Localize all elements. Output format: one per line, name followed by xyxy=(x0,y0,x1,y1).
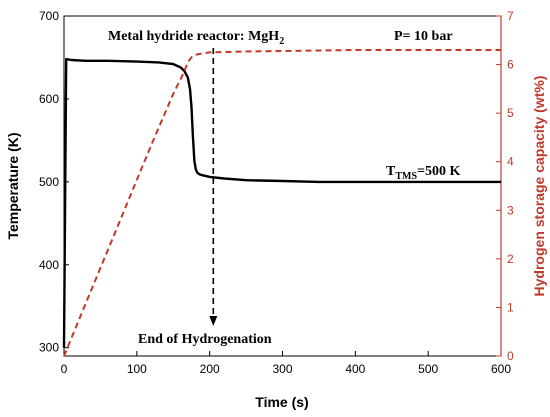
hydrogen-capacity-line xyxy=(63,49,501,357)
reactor-label-text: Metal hydride reactor: MgH xyxy=(108,29,279,44)
right-y-tick-label: 1 xyxy=(507,300,514,314)
reactor-label-subscript: 2 xyxy=(279,36,284,47)
right-y-tick-label: 7 xyxy=(507,9,514,23)
left-y-tick-label: 400 xyxy=(39,258,59,272)
right-y-tick-label: 2 xyxy=(507,252,514,266)
x-axis-title: Time (s) xyxy=(255,394,308,410)
x-tick-label: 500 xyxy=(418,362,438,376)
tms-label-main: T xyxy=(386,164,396,179)
left-y-tick-label: 500 xyxy=(39,175,59,189)
series-layer xyxy=(62,49,501,357)
x-tick-label: 0 xyxy=(61,362,68,376)
x-tick-label: 200 xyxy=(200,362,220,376)
right-y-tick-label: 6 xyxy=(507,58,514,72)
x-axis-ticks: 0 100 200 300 400 500 600 xyxy=(61,351,511,376)
tms-label-subscript: TMS xyxy=(395,171,417,182)
end-of-hydrogenation-label: End of Hydrogenation xyxy=(138,332,272,347)
plot-area xyxy=(63,15,502,357)
x-tick-label: 400 xyxy=(345,362,365,376)
reactor-label: Metal hydride reactor: MgH2 xyxy=(108,29,284,47)
left-y-tick-label: 300 xyxy=(39,341,59,355)
pressure-label: P= 10 bar xyxy=(394,29,453,44)
right-y-tick-label: 3 xyxy=(507,203,514,217)
plot-frame xyxy=(63,15,502,357)
temperature-line xyxy=(62,57,501,348)
tms-label: TTMS=500 K xyxy=(386,164,460,182)
end-arrow xyxy=(209,48,218,326)
right-y-tick-label: 5 xyxy=(507,106,514,120)
left-y-axis-title: Temperature (K) xyxy=(5,132,21,239)
right-y-axis-title: Hydrogen storage capacity (wt%) xyxy=(531,76,547,297)
right-y-tick-label: 0 xyxy=(507,349,514,363)
right-y-axis-ticks: 0 1 2 3 4 5 6 7 xyxy=(496,9,514,363)
x-tick-label: 600 xyxy=(491,362,511,376)
left-y-tick-label: 700 xyxy=(39,9,59,23)
right-y-tick-label: 4 xyxy=(507,155,514,169)
end-arrow-head xyxy=(209,316,218,326)
x-tick-label: 300 xyxy=(272,362,292,376)
left-y-tick-label: 600 xyxy=(39,92,59,106)
tms-label-value: =500 K xyxy=(417,164,460,179)
x-tick-label: 100 xyxy=(127,362,147,376)
